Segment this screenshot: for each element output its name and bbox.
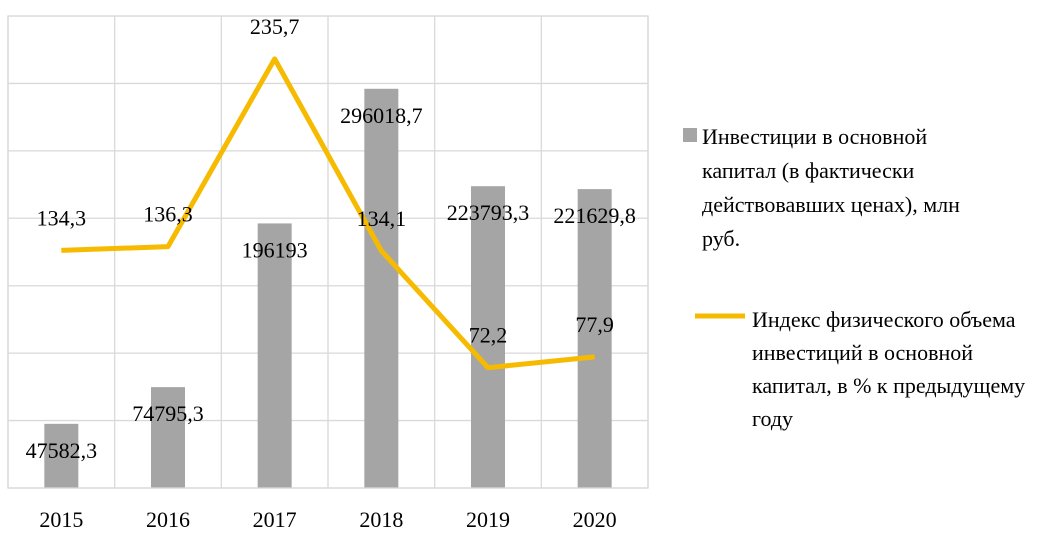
- bar: [257, 223, 292, 488]
- bar: [44, 423, 79, 488]
- x-tick-label: 2016: [146, 507, 190, 532]
- data-label: 223793,3: [447, 200, 530, 225]
- data-label: 47582,3: [26, 438, 98, 463]
- data-label: 74795,3: [132, 401, 204, 426]
- bar: [471, 186, 505, 489]
- plot-border: [7, 15, 649, 489]
- line: [61, 56, 595, 371]
- data-label: 136,3: [143, 202, 193, 227]
- data-label: 221629,8: [553, 203, 636, 228]
- x-tick-label: 2015: [39, 507, 83, 532]
- data-label: 77,9: [575, 312, 614, 337]
- legend-label: Инвестиции в основной капитал (в фактиче…: [702, 124, 960, 251]
- x-tick-label: 2019: [466, 507, 510, 532]
- data-label: 196193: [242, 237, 308, 262]
- data-label: 72,2: [469, 323, 508, 348]
- bar: [577, 189, 612, 488]
- bar: [364, 88, 399, 488]
- x-tick-label: 2020: [573, 507, 617, 532]
- data-label: 134,1: [357, 206, 407, 231]
- data-label: 296018,7: [340, 103, 423, 128]
- bar: [151, 387, 185, 488]
- legend-swatch: [683, 128, 697, 142]
- x-tick-label: 2018: [359, 507, 403, 532]
- data-label: 235,7: [250, 14, 300, 39]
- data-label: 134,3: [37, 205, 87, 230]
- x-tick-label: 2017: [253, 507, 297, 532]
- legend-label: Индекс физического объема инвестиций в о…: [752, 307, 1026, 431]
